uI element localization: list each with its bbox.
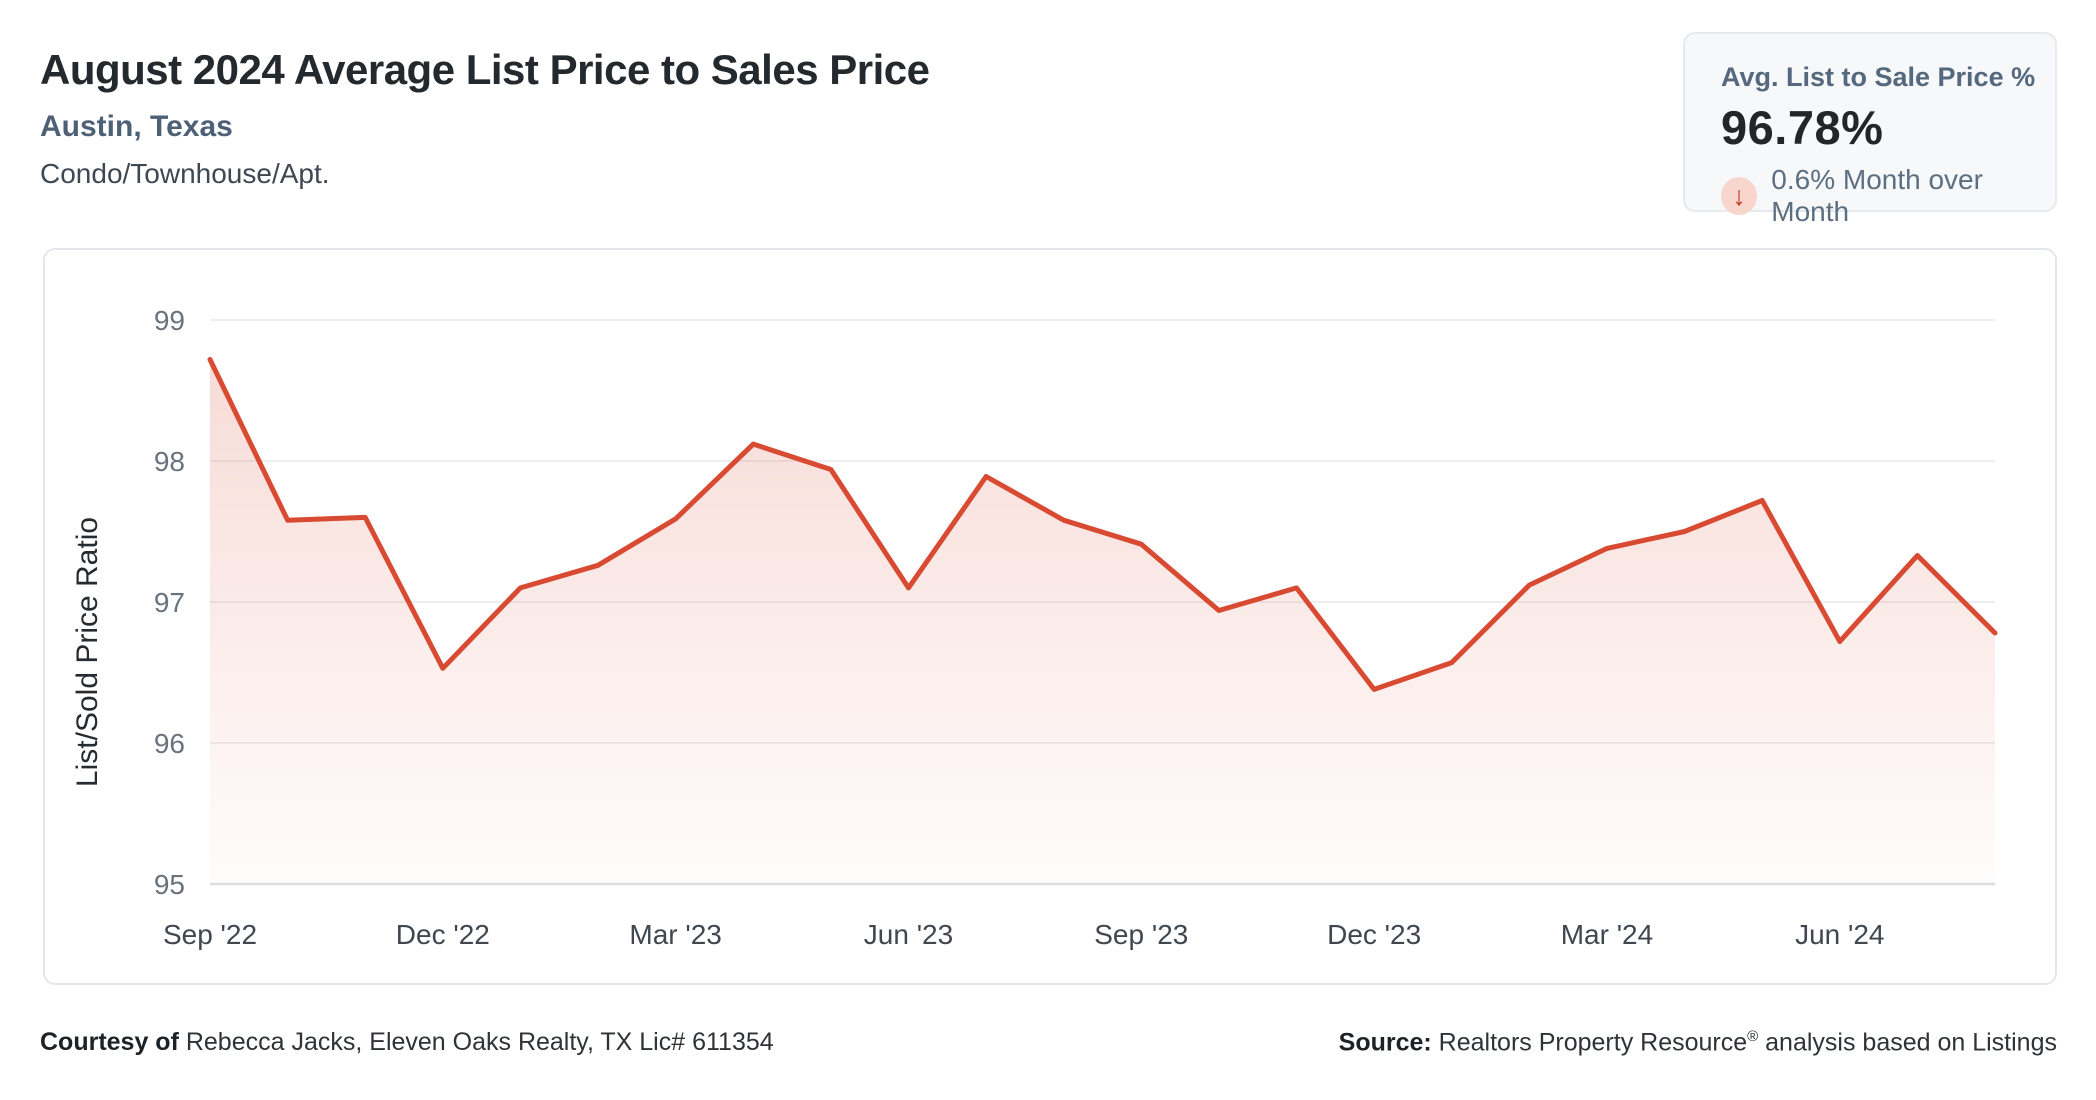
area-fill [210, 359, 1995, 884]
footer-source-text-2: analysis based on Listings [1758, 1028, 2057, 1057]
down-arrow-icon: ↓ [1721, 177, 1758, 215]
price-ratio-area-chart: 99 98 97 96 95 List/Sold Price Ratio Sep '22 De… [71, 305, 1998, 950]
footer-source: Source: Realtors Property Resource® anal… [1339, 1028, 2057, 1057]
page-title: August 2024 Average List Price to Sales … [40, 46, 930, 93]
x-tick-label: Mar '23 [629, 919, 722, 950]
stat-change-text: 0.6% Month over Month [1771, 164, 1983, 227]
x-tick-label: Dec '22 [396, 919, 490, 950]
stat-value: 96.78% [1721, 101, 1884, 154]
y-tick-label: 95 [154, 869, 185, 900]
x-tick-label: Mar '24 [1561, 919, 1654, 950]
avg-list-to-sale-stat-card: Avg. List to Sale Price % 96.78% ↓ 0.6% … [1683, 32, 2057, 227]
price-ratio-line [207, 357, 1998, 692]
x-tick-label: Sep '22 [163, 919, 257, 950]
footer-courtesy: Courtesy of Rebecca Jacks, Eleven Oaks R… [40, 1028, 774, 1057]
y-tick-label: 96 [154, 728, 185, 759]
page-subtitle-location: Austin, Texas [40, 110, 233, 143]
y-axis-title: List/Sold Price Ratio [71, 517, 104, 787]
x-tick-label: Sep '23 [1094, 919, 1188, 950]
x-tick-label: Jun '23 [864, 919, 953, 950]
page-property-type: Condo/Townhouse/Apt. [40, 158, 330, 189]
y-tick-label: 98 [154, 446, 185, 477]
price-ratio-chart-card: 99 98 97 96 95 List/Sold Price Ratio Sep '22 De… [43, 248, 2057, 985]
x-tick-label: Jun '24 [1795, 919, 1884, 950]
footer-courtesy-text: Rebecca Jacks, Eleven Oaks Realty, TX Li… [178, 1028, 774, 1056]
footer-source-label: Source: [1338, 1028, 1432, 1057]
footer-courtesy-label: Courtesy of [40, 1028, 179, 1056]
x-tick-label: Dec '23 [1327, 919, 1421, 950]
registered-mark: ® [1747, 1028, 1759, 1045]
stat-change-row: ↓ 0.6% Month over Month [1721, 164, 2055, 228]
y-tick-label: 99 [154, 305, 185, 336]
stat-label: Avg. List to Sale Price % [1721, 62, 2036, 92]
y-tick-label: 97 [154, 587, 185, 618]
footer-source-text: Realtors Property Resource [1431, 1028, 1748, 1057]
